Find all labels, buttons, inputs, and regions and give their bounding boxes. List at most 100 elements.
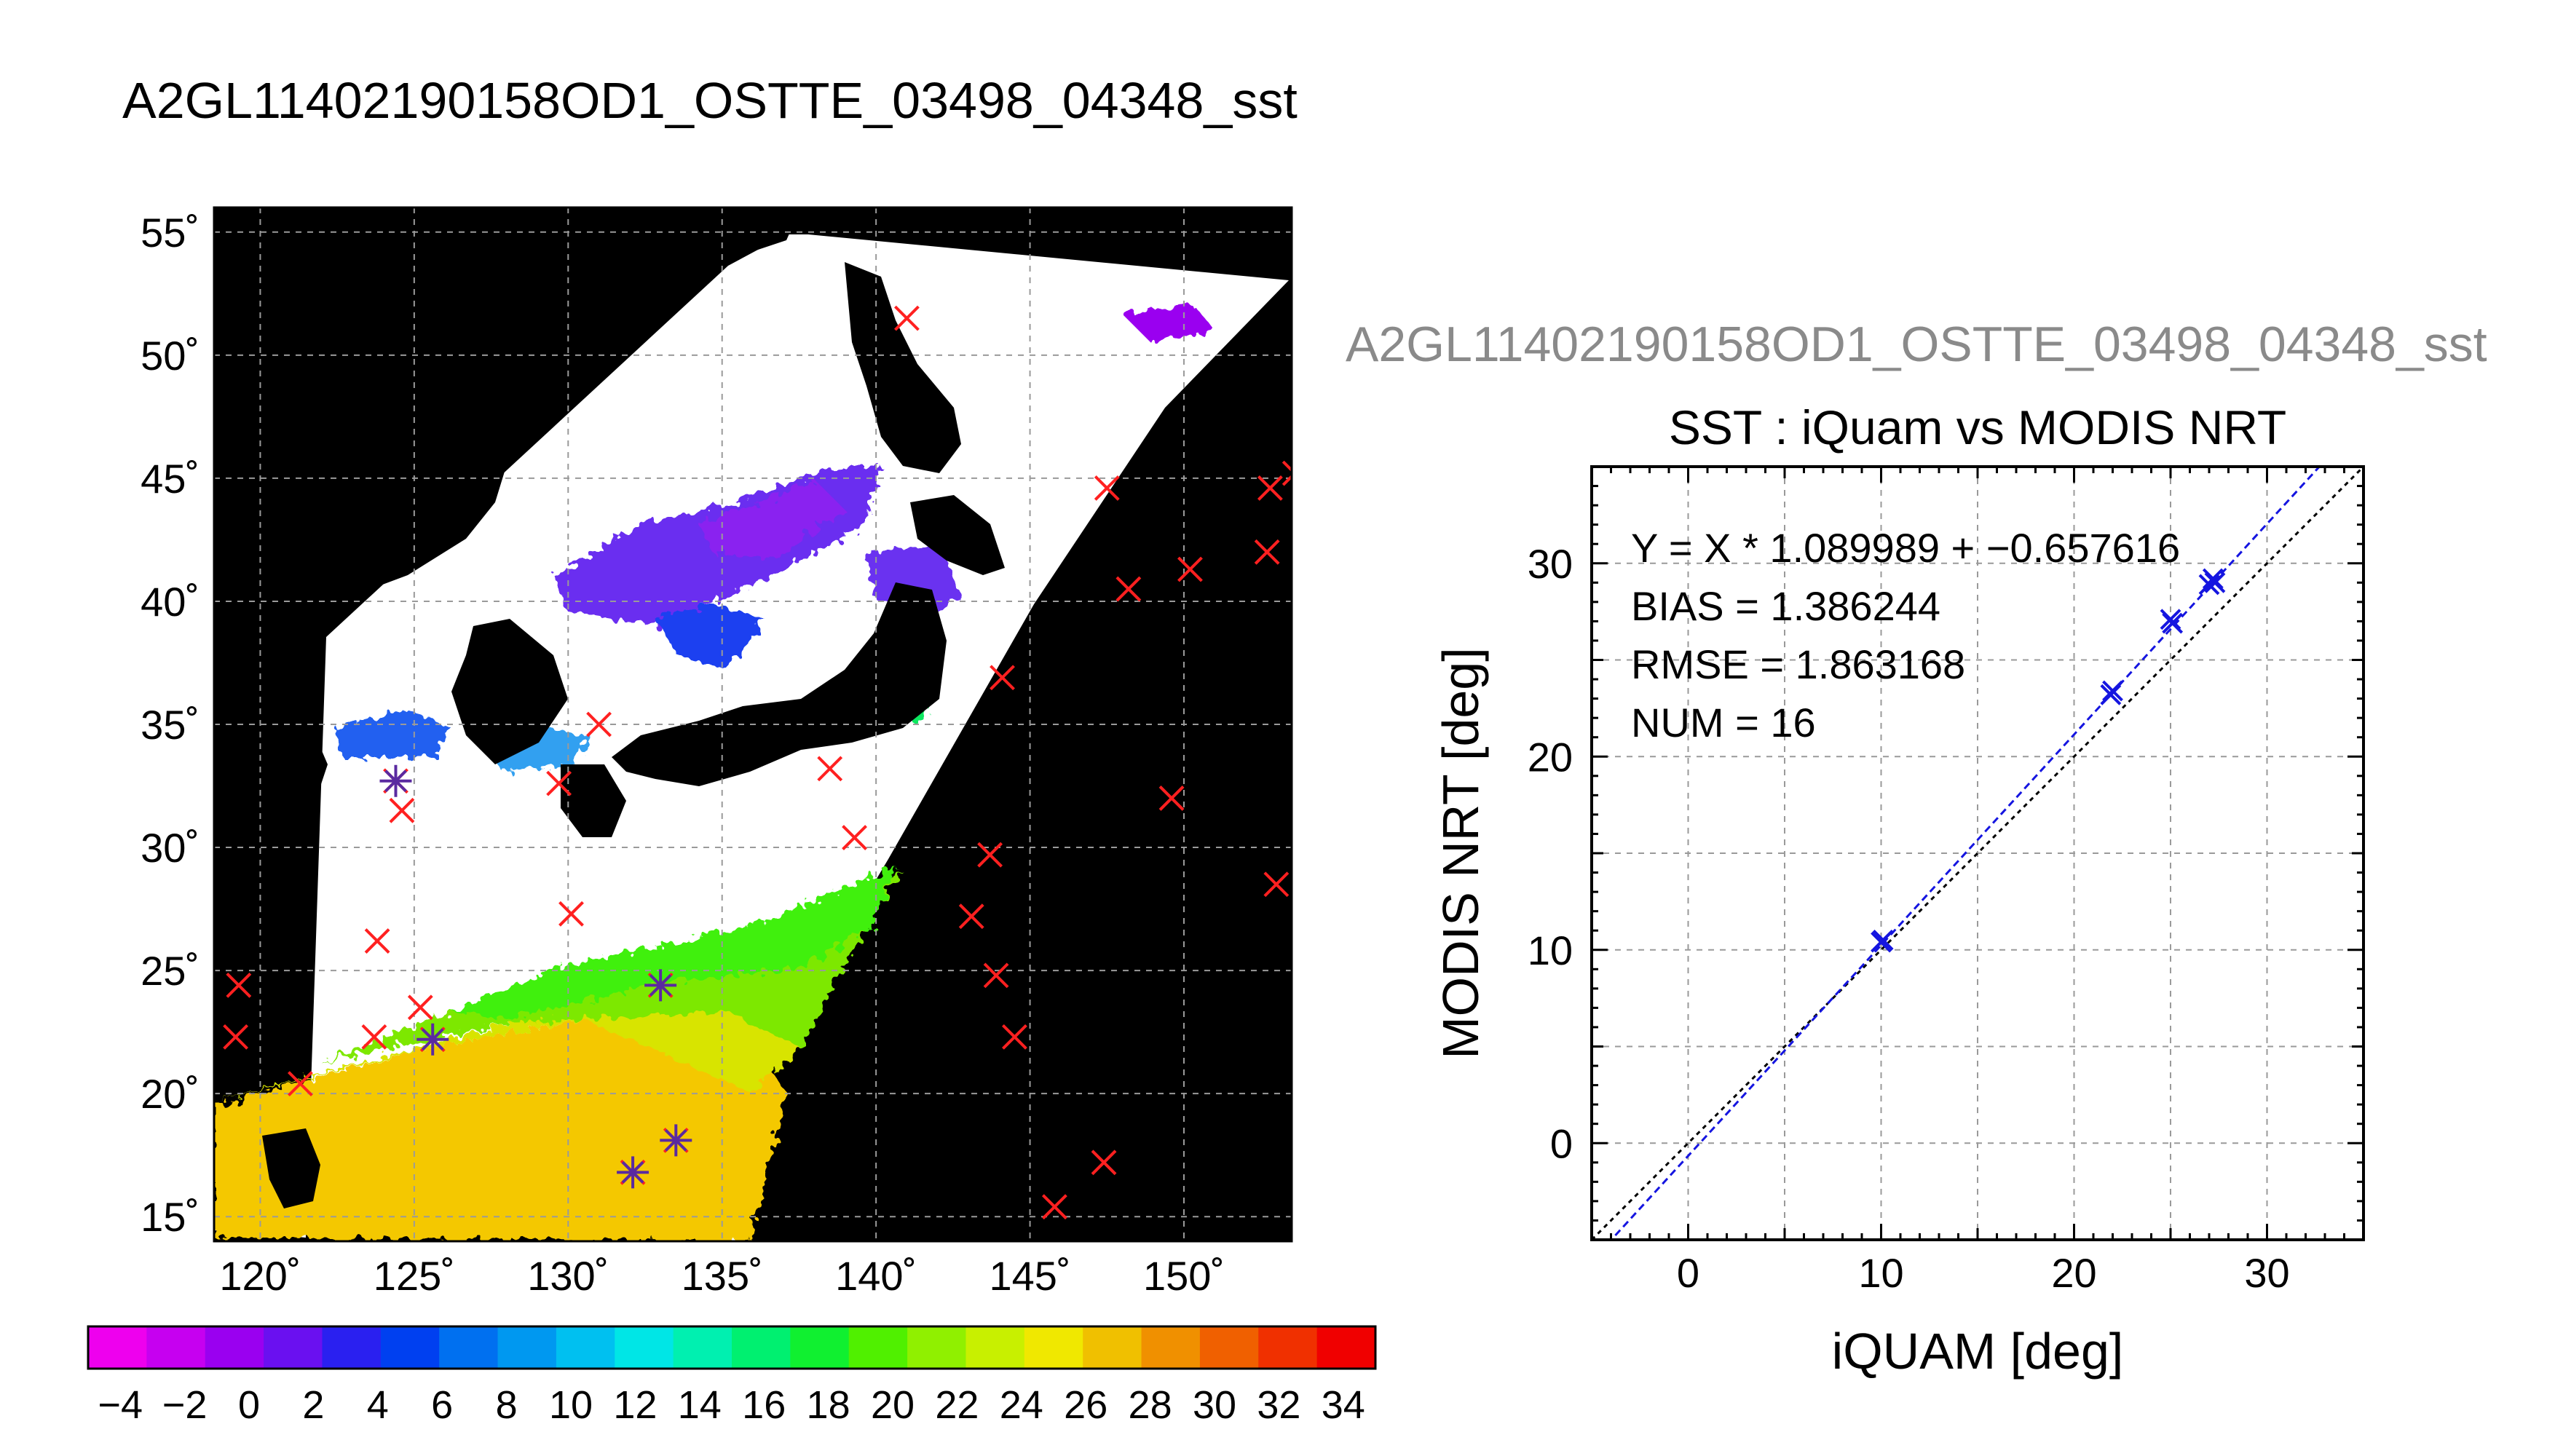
- scatter-point: [1872, 930, 1894, 951]
- colorbar-cell: [205, 1326, 265, 1369]
- sst-cold-purple2-region: [699, 480, 845, 561]
- annotation-fit-equation: Y = X * 1.089989 + −0.657616: [1631, 525, 2180, 571]
- y-axis-label: MODIS NRT [deg]: [1432, 647, 1489, 1059]
- colorbar-cell: [732, 1326, 791, 1369]
- colorbar-tick-label: 0: [238, 1383, 260, 1427]
- colorbar-tick-label: 32: [1257, 1383, 1300, 1427]
- in-situ-marker: [1257, 475, 1283, 501]
- in-situ-marker: [586, 711, 612, 737]
- map-graticule: [214, 207, 1292, 1241]
- colorbar-tick-label: 4: [367, 1383, 389, 1427]
- in-situ-marker: [990, 665, 1015, 691]
- colorbar-cell: [790, 1326, 850, 1369]
- fit-line: [1609, 467, 2321, 1240]
- scatter-point: [2162, 612, 2184, 634]
- longitude-tick-label: 130˚: [527, 1253, 609, 1299]
- in-situ-marker: [226, 972, 252, 998]
- x-tick-label: 10: [1858, 1250, 1903, 1296]
- longitude-tick-label: 135˚: [682, 1253, 763, 1299]
- latitude-tick-label: 30˚: [141, 825, 200, 871]
- sst-green2-region: [451, 866, 896, 1019]
- latitude-tick-label: 55˚: [141, 210, 200, 256]
- latitude-tick-label: 35˚: [141, 702, 200, 748]
- latitude-labels: 15˚ 20˚ 25˚ 30˚ 35˚ 40˚ 45˚ 50˚ 55˚: [141, 210, 200, 1240]
- latitude-tick-label: 15˚: [141, 1194, 200, 1240]
- colorbar-cell: [88, 1326, 148, 1369]
- in-situ-marker: [894, 305, 920, 331]
- in-situ-marker: [1282, 460, 1292, 486]
- colorbar-cell: [1024, 1326, 1084, 1369]
- in-situ-marker: [1177, 556, 1203, 582]
- colorbar-tick-label: −4: [98, 1383, 143, 1427]
- y-tick-label: 30: [1528, 541, 1573, 587]
- in-situ-marker: [1115, 576, 1142, 602]
- figure-title: A2GL11402190158OD1_OSTTE_03498_04348_sst: [122, 72, 1298, 129]
- scatter-point: [2102, 680, 2123, 702]
- sst-blue-region: [655, 604, 765, 670]
- y-tick-label: 0: [1550, 1120, 1573, 1166]
- colorbar-cell: [439, 1326, 499, 1369]
- in-situ-marker: [977, 842, 1003, 868]
- in-situ-marker: [1094, 475, 1120, 501]
- x-tick-label: 0: [1677, 1250, 1699, 1296]
- colorbar-tick-label: 12: [613, 1383, 657, 1427]
- colorbar-cell: [907, 1326, 967, 1369]
- land-hokkaido: [910, 495, 1005, 575]
- land-sakhalin: [845, 262, 961, 473]
- colorbar-tick-label: 6: [431, 1383, 453, 1427]
- matched-marker: [660, 1124, 692, 1157]
- colorbar-tick-label: 8: [496, 1383, 518, 1427]
- scatter-points: [1871, 568, 2226, 953]
- sst-blue-coast: [335, 710, 451, 757]
- map-markers: [223, 305, 1292, 1220]
- scatter-grid: [1592, 467, 2364, 1240]
- colorbar-cell: [322, 1326, 382, 1369]
- right-header: A2GL11402190158OD1_OSTTE_03498_04348_sst: [1346, 317, 2487, 372]
- colorbar-tick-label: 14: [678, 1383, 722, 1427]
- colorbar-tick-label: 10: [549, 1383, 593, 1427]
- colorbar-cell: [497, 1326, 557, 1369]
- x-tick-label: 30: [2244, 1250, 2289, 1296]
- latitude-tick-label: 50˚: [141, 333, 200, 379]
- longitude-tick-label: 140˚: [835, 1253, 917, 1299]
- latitude-tick-label: 40˚: [141, 579, 200, 625]
- colorbar-cell: [380, 1326, 441, 1369]
- colorbar-cell: [848, 1326, 909, 1369]
- colorbar-cell: [673, 1326, 732, 1369]
- annotation-num: NUM = 16: [1631, 700, 1816, 745]
- colorbar-cell: [1199, 1326, 1260, 1369]
- colorbar-tick-label: 16: [742, 1383, 786, 1427]
- scatter-ticks: [1590, 465, 2365, 1241]
- colorbar-tick-label: 22: [935, 1383, 979, 1427]
- longitude-tick-label: 150˚: [1143, 1253, 1225, 1299]
- in-situ-marker: [817, 756, 843, 782]
- scatter-tick-labels: 0 10 20 30 0 10 20 30: [1528, 541, 2290, 1296]
- colorbar-tick-label: 34: [1322, 1383, 1365, 1427]
- colorbar-cell: [965, 1326, 1025, 1369]
- colorbar-cells: [88, 1326, 1376, 1369]
- matched-marker: [379, 764, 412, 797]
- colorbar-cell: [615, 1326, 674, 1369]
- land-taiwan: [268, 968, 299, 1041]
- sst-map: 15˚ 20˚ 25˚ 30˚ 35˚ 40˚ 45˚ 50˚ 55˚ 120˚ 125˚ 130˚…: [141, 206, 1293, 1299]
- colorbar-tick-label: 2: [302, 1383, 324, 1427]
- scatter-point: [2204, 571, 2226, 593]
- colorbar-cell: [1141, 1326, 1201, 1369]
- matched-marker: [416, 1023, 449, 1056]
- in-situ-marker: [983, 962, 1009, 989]
- scatter-title: SST : iQuam vs MODIS NRT: [1669, 400, 2286, 454]
- colorbar-tick-label: −2: [162, 1383, 208, 1427]
- matched-marker: [644, 969, 677, 1002]
- in-situ-marker: [1041, 1194, 1067, 1220]
- x-tick-label: 20: [2051, 1250, 2096, 1296]
- land-honshu: [612, 582, 947, 786]
- identity-line: [1592, 467, 2364, 1240]
- in-situ-marker: [558, 901, 584, 927]
- annotation-bias: BIAS = 1.386244: [1631, 583, 1940, 629]
- in-situ-marker: [842, 825, 867, 850]
- land-kyushu: [561, 764, 626, 837]
- land-korea: [451, 619, 568, 764]
- latitude-tick-label: 45˚: [141, 456, 200, 502]
- longitude-tick-label: 145˚: [990, 1253, 1071, 1299]
